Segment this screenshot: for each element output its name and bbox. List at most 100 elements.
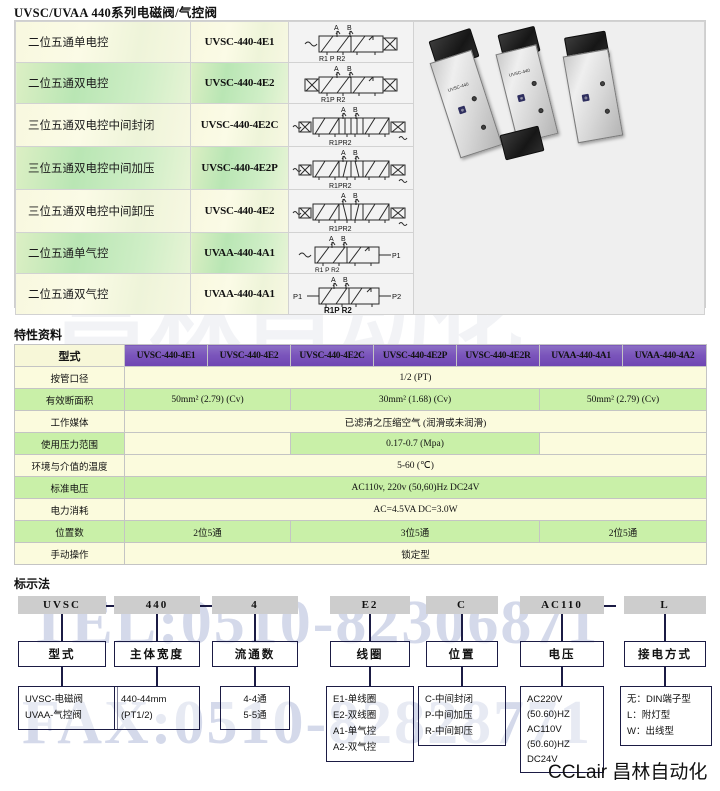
svg-text:R1P R2: R1P R2 — [324, 306, 352, 314]
model-code-legend: UVSC 型式 UVSC-电磁阀 UVAA-气控阀 440 主体宽度 440-4… — [10, 596, 712, 786]
code-category: 接电方式 — [624, 641, 706, 667]
code-category: 线圈 — [330, 641, 410, 667]
model-code: UVSC-440-4E2 — [204, 77, 275, 89]
spec-value-empty — [539, 432, 707, 455]
table-row: 二位五通单电控 UVSC-440-4E1 A B — [15, 21, 705, 315]
table-row: 电力消耗 AC=4.5VA DC=3.0W — [14, 498, 707, 521]
table-row: 按管口径 1/2 (PT) — [14, 366, 707, 389]
spec-value: AC110v, 220v (50,60)Hz DC24V — [124, 476, 707, 499]
spec-value: 锁定型 — [124, 542, 707, 565]
code-column-type: UVSC 型式 UVSC-电磁阀 UVAA-气控阀 — [18, 596, 118, 730]
model-code: UVAA-440-4A1 — [204, 288, 275, 300]
code-option: 440-44mm — [121, 694, 167, 705]
valve-symbol-2pos5way-single-solenoid: A B — [288, 21, 414, 63]
table-row: 三位五通双电控中间卸压 UVSC-440-4E2 A B — [15, 189, 705, 233]
svg-text:B: B — [347, 25, 352, 32]
spec-value-empty — [124, 432, 291, 455]
table-row: 二位五通双电控 UVSC-440-4E2 A B — [15, 62, 705, 104]
svg-text:B: B — [341, 236, 346, 243]
spec-value: 0.17-0.7 (Mpa) — [290, 432, 540, 455]
spec-model-header: UVAA-440-4A1 — [539, 344, 623, 367]
model-description: 三位五通双电控中间加压 — [28, 163, 155, 175]
code-category: 位置 — [426, 641, 498, 667]
spec-model-header: UVSC-440-4E2P — [373, 344, 457, 367]
code-options: AC220V (50.60)HZ AC110V (50.60)HZ DC24V — [520, 686, 604, 773]
spec-value: 5-60 (℃) — [124, 454, 707, 477]
code-option: E1-单线圈 — [333, 694, 377, 705]
code-option: W：出线型 — [627, 726, 674, 737]
svg-text:A: A — [334, 25, 339, 32]
spec-value: 2位5通 — [124, 520, 291, 543]
page-title: UVSC/UVAA 440系列电磁阀/气控阀 — [14, 6, 218, 20]
spec-value: 1/2 (PT) — [124, 366, 707, 389]
code-column-port-count: 4 流通数 4-4通 5-5通 — [212, 596, 298, 730]
code-option: AC220V — [527, 694, 563, 705]
svg-text:P1: P1 — [293, 292, 302, 301]
code-token: E2 — [330, 596, 410, 614]
spec-row-label: 按管口径 — [14, 366, 125, 389]
model-description: 二位五通双电控 — [28, 78, 109, 90]
svg-text:R1 P R2: R1 P R2 — [315, 267, 340, 273]
code-option: UVSC-电磁阀 — [25, 694, 84, 705]
table-row: 型式 UVSC-440-4E1 UVSC-440-4E2 UVSC-440-4E… — [14, 344, 707, 367]
brand-logo: CCLair 昌林自动化 — [548, 762, 708, 783]
valve-symbol-3pos5way-exhaust-center: A B — [288, 189, 414, 233]
table-row: 位置数 2位5通 3位5通 2位5通 — [14, 520, 707, 543]
code-option: 无：DIN端子型 — [627, 694, 691, 705]
code-options: E1-单线圈 E2-双线圈 A1-单气控 A2-双气控 — [326, 686, 414, 762]
svg-text:R1PR2: R1PR2 — [329, 226, 352, 232]
model-description: 二位五通双气控 — [28, 289, 109, 301]
svg-text:R1PR2: R1PR2 — [329, 183, 352, 189]
spec-model-header: UVAA-440-4A2 — [622, 344, 707, 367]
svg-text:A: A — [341, 193, 346, 200]
model-code: UVAA-440-4A1 — [204, 247, 275, 259]
table-row: 二位五通双气控 UVAA-440-4A1 A B — [15, 273, 705, 315]
code-option: E2-双线圈 — [333, 710, 377, 721]
code-column-coil: E2 线圈 E1-单线圈 E2-双线圈 A1-单气控 A2-双气控 — [326, 596, 414, 762]
spec-model-header: UVSC-440-4E2C — [290, 344, 374, 367]
spec-value: 50mm² (2.79) (Cv) — [124, 388, 291, 411]
spec-model-header: UVSC-440-4E1 — [124, 344, 208, 367]
spec-row-label: 位置数 — [14, 520, 125, 543]
spec-value: 50mm² (2.79) (Cv) — [539, 388, 707, 411]
code-column-voltage: AC110 电压 AC220V (50.60)HZ AC110V (50.60)… — [520, 596, 604, 773]
spec-header-label: 型式 — [14, 344, 125, 367]
table-row: 标准电压 AC110v, 220v (50,60)Hz DC24V — [14, 476, 707, 499]
spec-row-label: 电力消耗 — [14, 498, 125, 521]
table-row: 三位五通双电控中间封闭 UVSC-440-4E2C A B — [15, 103, 705, 147]
code-token: UVSC — [18, 596, 106, 614]
code-option: UVAA-气控阀 — [25, 710, 82, 721]
code-option: AC110V — [527, 724, 562, 735]
code-option: (PT1/2) — [121, 710, 153, 721]
specification-table: 型式 UVSC-440-4E1 UVSC-440-4E2 UVSC-440-4E… — [14, 344, 707, 565]
code-column-wiring: L 接电方式 无：DIN端子型 L：附灯型 W：出线型 — [620, 596, 712, 746]
spec-model-header: UVSC-440-4E2 — [207, 344, 291, 367]
code-token: AC110 — [520, 596, 604, 614]
spec-row-label: 使用压力范围 — [14, 432, 125, 455]
table-row: 有效断面积 50mm² (2.79) (Cv) 30mm² (1.68) (Cv… — [14, 388, 707, 411]
code-option: 4-4通 — [243, 694, 267, 705]
code-option: (50.60)HZ — [527, 709, 570, 720]
code-token: L — [624, 596, 706, 614]
code-options: UVSC-电磁阀 UVAA-气控阀 — [18, 686, 118, 730]
svg-text:R1P R2: R1P R2 — [321, 97, 345, 103]
code-options: 无：DIN端子型 L：附灯型 W：出线型 — [620, 686, 712, 746]
code-category: 主体宽度 — [114, 641, 200, 667]
table-row: 手动操作 锁定型 — [14, 542, 707, 565]
svg-text:A: A — [341, 107, 346, 114]
code-option: (50.60)HZ — [527, 739, 570, 750]
code-category: 流通数 — [212, 641, 298, 667]
valve-symbol-2pos5way-double-pilot: A B P1 P2 R1P R2 — [288, 273, 414, 315]
code-option: A2-双气控 — [333, 742, 377, 753]
svg-text:B: B — [347, 66, 352, 73]
code-token: 440 — [114, 596, 200, 614]
table-row: 工作媒体 已滤清之压缩空气 (润滑或未润滑) — [14, 410, 707, 433]
code-option: R-中间卸压 — [425, 726, 474, 737]
svg-text:P1: P1 — [392, 253, 401, 260]
spec-value: 3位5通 — [290, 520, 540, 543]
valve-symbol-3pos5way-pressure-center: A B — [288, 146, 414, 190]
spec-value: AC=4.5VA DC=3.0W — [124, 498, 707, 521]
svg-text:A: A — [329, 236, 334, 243]
svg-text:R1 P R2: R1 P R2 — [319, 56, 345, 62]
code-option: DC24V — [527, 754, 558, 765]
